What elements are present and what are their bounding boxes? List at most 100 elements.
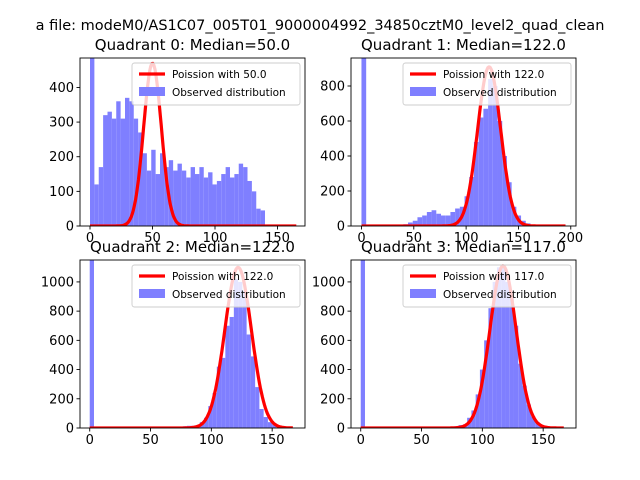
histogram-bar (229, 316, 234, 428)
histogram-bar (173, 170, 178, 226)
histogram-bar (426, 212, 432, 226)
histogram-bar (204, 417, 209, 428)
histogram-bar (133, 118, 139, 226)
y-tick-label: 0 (337, 422, 345, 437)
histogram-bar (535, 422, 540, 428)
histogram-bar (221, 174, 226, 226)
y-tick-label: 400 (320, 363, 345, 378)
legend-curve-label: Poission with 117.0 (443, 271, 544, 283)
legend-curve-label: Poission with 50.0 (172, 69, 267, 81)
axes-frame (350, 259, 577, 429)
histogram-bar (361, 58, 367, 226)
y-tick-label: 100 (49, 185, 74, 200)
legend-curve-label: Poission with 122.0 (443, 69, 544, 81)
histogram-bar (473, 142, 479, 226)
y-tick-label: 1000 (41, 275, 74, 290)
y-tick-label: 400 (49, 81, 74, 96)
legend-box (402, 264, 572, 308)
histogram-bar (422, 215, 427, 226)
histogram-bar (195, 174, 200, 226)
histogram-bar (142, 153, 147, 226)
x-tick-label: 50 (406, 231, 423, 246)
histogram-bar (417, 217, 423, 226)
chart-title: Quadrant 0: Median=50.0 (95, 36, 290, 54)
y-tick-label: 0 (66, 422, 74, 437)
histogram-bar (502, 156, 507, 226)
x-tick-label: 50 (142, 433, 159, 448)
chart-title: Quadrant 3: Median=117.0 (361, 238, 566, 256)
legend: Poission with 122.0 Observed distribution (131, 264, 301, 308)
y-tick-label: 200 (320, 392, 345, 407)
histogram-bar (250, 356, 256, 428)
histogram-bar (230, 177, 235, 226)
histogram-bar (190, 167, 195, 226)
legend-hist-label: Observed distribution (172, 87, 286, 99)
x-tick-label: 150 (265, 231, 290, 246)
y-tick-label: 200 (49, 392, 74, 407)
histogram-bar (186, 177, 191, 226)
histogram-bar (212, 184, 217, 226)
histogram-bars (89, 260, 277, 428)
histogram-bar (168, 160, 174, 226)
chart-title: Quadrant 2: Median=122.0 (90, 238, 295, 256)
histogram-bar (129, 101, 134, 226)
histogram-bar (225, 325, 230, 428)
histogram-bar (234, 174, 239, 226)
legend: Poission with 50.0 Observed distribution (131, 62, 301, 106)
histogram-bar (160, 153, 165, 226)
histogram-bar (90, 58, 95, 226)
histogram-bar (255, 387, 260, 428)
histogram-bar (488, 79, 493, 226)
histogram-bar (243, 167, 248, 226)
poisson-curve (89, 61, 297, 226)
histogram-bar (216, 366, 222, 428)
histogram-bar (436, 213, 441, 226)
x-tick-label: 0 (86, 231, 94, 246)
histogram-bar (475, 394, 480, 428)
histogram-bar (164, 167, 169, 226)
histogram-bar (431, 210, 437, 226)
histogram-bar (450, 212, 456, 226)
histogram-bar (260, 210, 265, 226)
histogram-bar (445, 215, 451, 226)
histogram-bar (488, 308, 493, 428)
panel-quadrant-2: 0 50 100 150 0 200 400 600 800 1000 Quadrant 2: Me… (41, 238, 306, 448)
histogram-bar (455, 208, 460, 226)
histogram-bar (221, 357, 226, 428)
y-tick-label: 800 (320, 80, 345, 95)
x-tick-label: 100 (199, 433, 224, 448)
histogram-bar (518, 363, 523, 428)
histogram-bar (146, 170, 152, 226)
axes-frame (79, 57, 306, 227)
y-tick-label: 400 (49, 363, 74, 378)
y-tick-label: 0 (337, 220, 345, 235)
histogram-bar (441, 215, 446, 226)
histogram-bar (522, 385, 527, 428)
x-tick-label: 50 (413, 433, 430, 448)
chart-title: Quadrant 1: Median=122.0 (361, 36, 566, 54)
histogram-bar (492, 281, 497, 428)
histogram-bar (208, 406, 213, 428)
x-tick-label: 0 (357, 433, 365, 448)
legend-hist-swatch (139, 289, 165, 298)
x-tick-label: 0 (357, 231, 365, 246)
histogram-bar (177, 163, 182, 226)
legend: Poission with 117.0 Observed distribution (402, 264, 572, 308)
histogram-bars (90, 58, 265, 226)
histogram-bar (242, 290, 247, 428)
x-tick-label: 150 (506, 231, 531, 246)
legend-curve-label: Poission with 122.0 (172, 271, 273, 283)
legend-hist-label: Observed distribution (443, 87, 557, 99)
y-tick-label: 0 (66, 220, 74, 235)
histogram-bar (138, 132, 143, 226)
y-tick-label: 400 (320, 150, 345, 165)
histogram-bar (225, 167, 230, 226)
histogram-bar (506, 182, 512, 226)
histogram-bar (216, 180, 222, 226)
histogram-bar (151, 149, 156, 226)
axes-frame (350, 57, 577, 227)
histogram-bar (531, 416, 536, 428)
poisson-curve (360, 264, 565, 428)
legend-hist-swatch (410, 289, 436, 298)
